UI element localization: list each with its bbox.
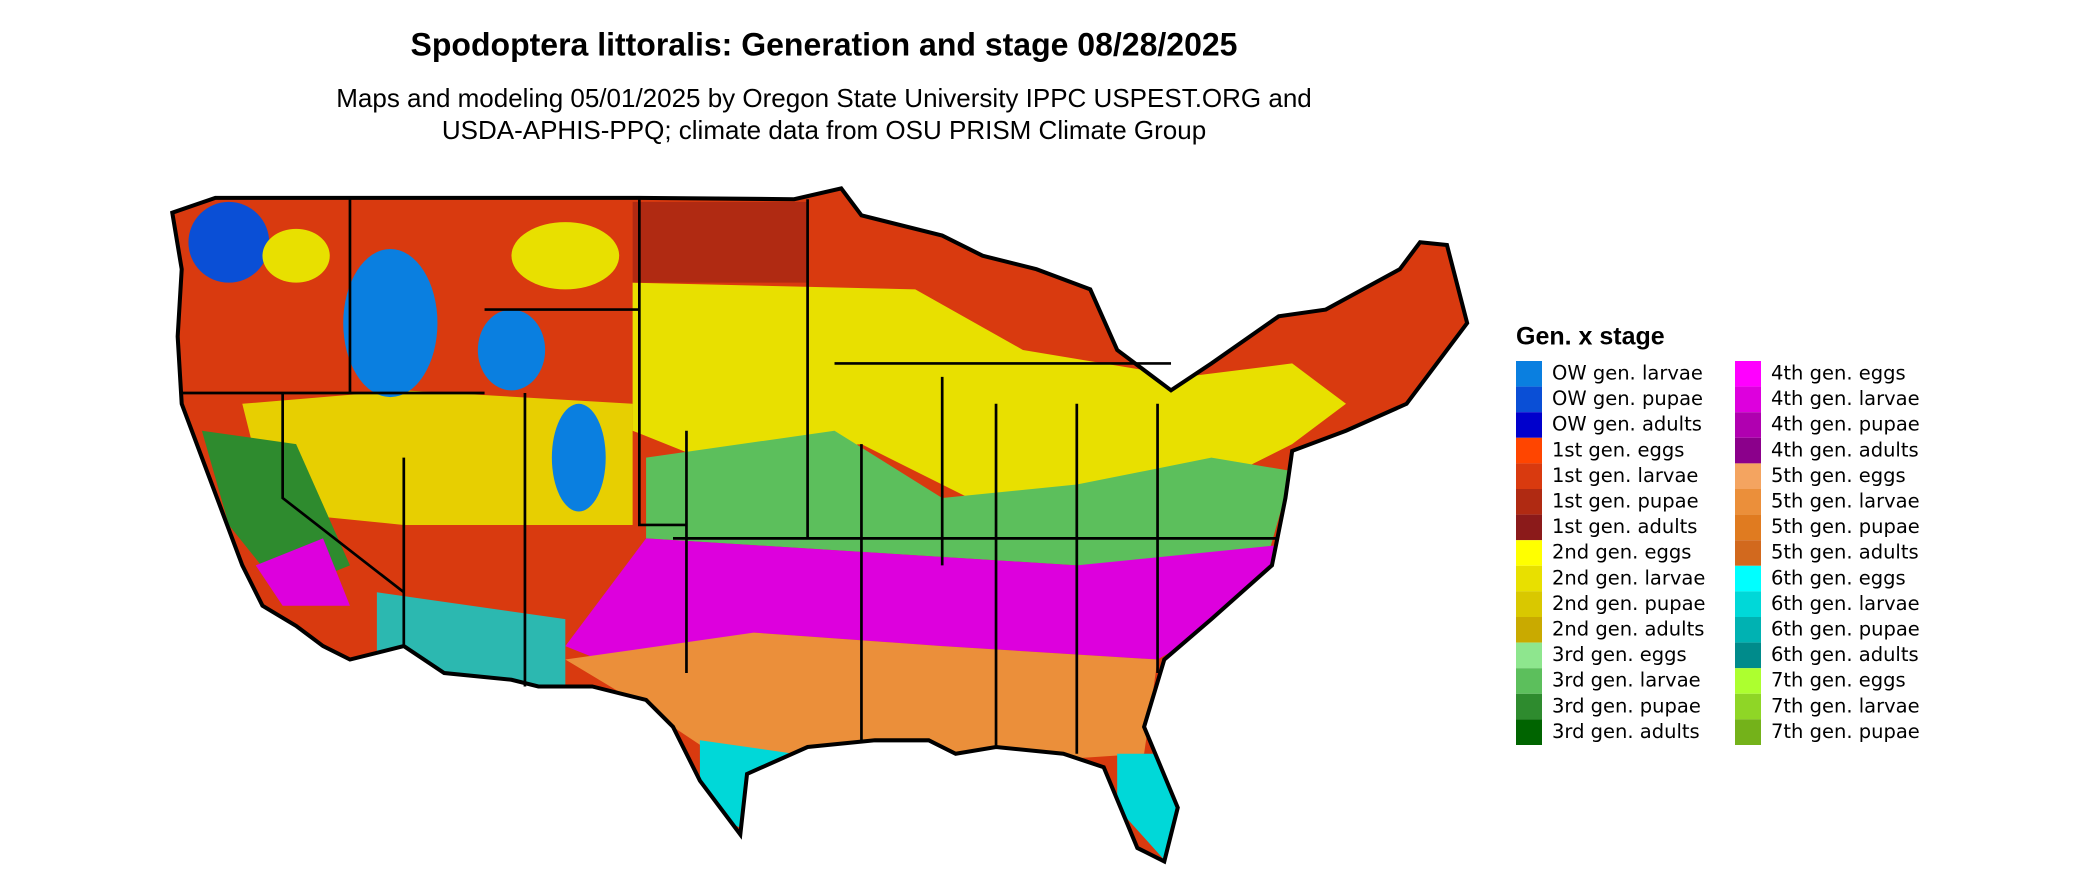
legend-label: 1st gen. pupae <box>1552 490 1699 513</box>
legend-swatch <box>1516 412 1542 438</box>
legend-swatch <box>1516 514 1542 541</box>
us-map <box>135 175 1481 892</box>
legend-swatch <box>1516 540 1542 566</box>
legend-label: 5th gen. adults <box>1771 541 1919 564</box>
legend-swatch <box>1735 514 1761 541</box>
legend-label: 6th gen. larvae <box>1771 592 1920 615</box>
legend-swatch <box>1516 617 1542 643</box>
legend-swatch <box>1735 540 1761 566</box>
legend-title: Gen. x stage <box>1516 323 1665 351</box>
legend-label: 2nd gen. larvae <box>1552 566 1705 589</box>
legend-label: 1st gen. adults <box>1552 515 1697 538</box>
legend-swatch <box>1735 437 1761 464</box>
legend-label: 3rd gen. eggs <box>1552 643 1687 666</box>
legend-label: 5th gen. eggs <box>1771 464 1906 487</box>
legend-label: OW gen. larvae <box>1552 362 1703 385</box>
legend-label: 5th gen. pupae <box>1771 515 1920 538</box>
legend-swatch <box>1735 412 1761 438</box>
legend-swatch <box>1516 489 1542 515</box>
map-subtitle: Maps and modeling 05/01/2025 by Oregon S… <box>336 83 1312 113</box>
legend-swatch <box>1735 361 1761 387</box>
legend-swatch <box>1735 463 1761 489</box>
legend-label: 7th gen. larvae <box>1771 694 1920 717</box>
legend-label: 7th gen. eggs <box>1771 669 1906 692</box>
legend-label: 3rd gen. pupae <box>1552 694 1701 717</box>
legend-label: OW gen. pupae <box>1552 387 1703 410</box>
map-subtitle: USDA-APHIS-PPQ; climate data from OSU PR… <box>442 115 1206 145</box>
legend-label: 5th gen. larvae <box>1771 490 1920 513</box>
legend-swatch <box>1516 361 1542 387</box>
legend-label: OW gen. adults <box>1552 413 1702 436</box>
legend-swatch <box>1516 642 1542 669</box>
legend-label: 6th gen. eggs <box>1771 566 1906 589</box>
legend-swatch <box>1516 386 1542 413</box>
legend-swatch <box>1735 591 1761 617</box>
legend-swatch <box>1735 565 1761 592</box>
legend-swatch <box>1735 386 1761 413</box>
legend-swatch <box>1735 668 1761 694</box>
map-title: Spodoptera littoralis: Generation and st… <box>411 26 1238 62</box>
legend-swatch <box>1516 668 1542 694</box>
legend-label: 1st gen. larvae <box>1552 464 1698 487</box>
legend-label: 4th gen. eggs <box>1771 362 1906 385</box>
legend-swatch <box>1735 617 1761 643</box>
legend-label: 3rd gen. larvae <box>1552 669 1701 692</box>
legend-swatch <box>1735 489 1761 515</box>
legend-label: 1st gen. eggs <box>1552 438 1684 461</box>
legend-label: 2nd gen. pupae <box>1552 592 1706 615</box>
legend-swatch <box>1735 719 1761 745</box>
legend-swatch <box>1516 463 1542 489</box>
legend-label: 4th gen. pupae <box>1771 413 1920 436</box>
legend-swatch <box>1516 719 1542 745</box>
legend-label: 2nd gen. eggs <box>1552 541 1691 564</box>
legend-swatch <box>1516 591 1542 617</box>
legend-label: 3rd gen. adults <box>1552 720 1700 743</box>
legend-swatch <box>1735 642 1761 669</box>
legend-label: 4th gen. adults <box>1771 438 1919 461</box>
legend-swatch <box>1516 437 1542 464</box>
legend-label: 6th gen. pupae <box>1771 618 1920 641</box>
legend-swatch <box>1735 693 1761 720</box>
legend-swatch <box>1516 565 1542 592</box>
legend-swatch <box>1516 693 1542 720</box>
legend-label: 2nd gen. adults <box>1552 618 1704 641</box>
legend-label: 7th gen. pupae <box>1771 720 1920 743</box>
legend-label: 4th gen. larvae <box>1771 387 1920 410</box>
legend-label: 6th gen. adults <box>1771 643 1919 666</box>
